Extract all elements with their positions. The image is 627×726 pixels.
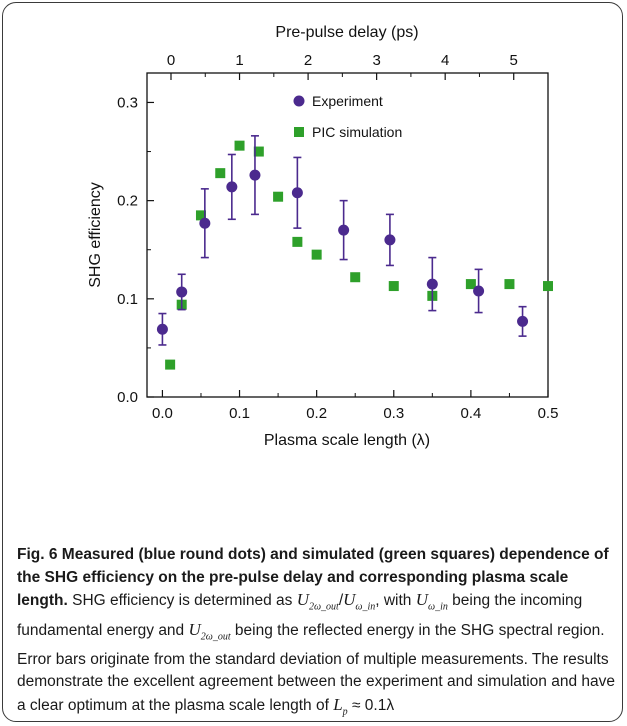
- exp-point: [176, 286, 188, 298]
- x-axis-top-title: Pre-pulse delay (ps): [275, 24, 418, 41]
- exp-point: [473, 285, 485, 297]
- caption-text-4: being the reflected energy in the SHG sp…: [17, 621, 615, 714]
- y-axis: 0.0 0.1 0.2 0.3: [117, 94, 154, 406]
- x-axis-top: 0 1 2 3 4 5: [167, 52, 549, 80]
- sim-point: [253, 146, 264, 157]
- x-top-tick-label: 4: [441, 52, 449, 69]
- caption-math-3: Uω_in: [415, 590, 448, 613]
- x-bottom-tick-label: 0.0: [152, 405, 173, 422]
- x-bottom-tick-label: 0.5: [538, 405, 559, 422]
- caption-text-5: ≈ 0.1λ: [347, 696, 395, 714]
- caption-math-slash: /: [338, 592, 344, 609]
- x-bottom-tick-label: 0.2: [306, 405, 327, 422]
- sim-point: [465, 279, 476, 290]
- x-bottom-tick-label: 0.1: [229, 405, 250, 422]
- sim-point: [195, 210, 206, 221]
- exp-point: [384, 234, 396, 246]
- exp-point: [156, 323, 168, 335]
- exp-point: [226, 181, 238, 193]
- x-bottom-tick-label: 0.3: [383, 405, 404, 422]
- sim-point: [234, 140, 245, 151]
- exp-point: [249, 169, 261, 181]
- y-tick-label: 0.1: [117, 291, 138, 308]
- x-top-tick-label: 5: [510, 52, 518, 69]
- x-top-tick-label: 1: [235, 52, 243, 69]
- x-top-tick-label: 0: [167, 52, 175, 69]
- chart: 0.0 0.1 0.2 0.3 0.4 0.5 0 1 2 3 4 5 0.0 0.1 0.2 0.3 P…: [87, 24, 558, 449]
- legend-marker-experiment: [293, 95, 305, 107]
- caption-math-4: U2ω_out: [188, 619, 231, 643]
- x-top-tick-label: 2: [304, 52, 312, 69]
- sim-point: [350, 272, 361, 283]
- sim-point: [215, 168, 226, 179]
- exp-point: [426, 278, 438, 290]
- y-tick-label: 0.3: [117, 94, 138, 111]
- legend-label-pic-simulation: PIC simulation: [312, 124, 402, 140]
- sim-point: [311, 249, 322, 260]
- x-top-tick-label: 3: [372, 52, 380, 69]
- caption-math-2: Uω_in: [343, 590, 376, 613]
- caption-math-1: U2ω_out: [296, 590, 339, 613]
- x-axis-bottom-title: Plasma scale length (λ): [264, 432, 430, 449]
- plot-area-border: [146, 72, 549, 398]
- caption-title: Fig. 6 Measured (blue round dots) and si…: [17, 546, 609, 609]
- caption-math-5: Lp: [333, 694, 348, 718]
- sim-point: [388, 281, 399, 292]
- legend-label-experiment: Experiment: [312, 93, 383, 109]
- y-tick-label: 0.2: [117, 193, 138, 210]
- caption-text-1: SHG efficiency is determined as: [67, 592, 297, 609]
- legend: Experiment PIC simulation: [293, 93, 402, 140]
- x-axis-bottom: 0.0 0.1 0.2 0.3 0.4 0.5: [152, 390, 558, 422]
- caption-text-3: being the incoming fundamental energy an…: [17, 592, 583, 639]
- exp-point: [338, 224, 350, 236]
- sim-point: [543, 281, 553, 292]
- sim-point: [504, 279, 515, 290]
- y-tick-label: 0.0: [117, 389, 138, 406]
- y-axis-title: SHG efficiency: [87, 182, 104, 288]
- figure-caption: Fig. 6 Measured (blue round dots) and si…: [17, 544, 615, 724]
- legend-marker-pic-simulation: [294, 127, 304, 137]
- exp-point: [199, 217, 211, 229]
- sim-point: [292, 236, 303, 247]
- sim-point: [165, 359, 176, 370]
- series-layer: [156, 135, 553, 370]
- x-bottom-tick-label: 0.4: [460, 405, 481, 422]
- exp-point: [517, 315, 529, 327]
- exp-point: [291, 187, 303, 199]
- caption-text-2: , with: [375, 592, 416, 609]
- sim-point: [273, 191, 284, 202]
